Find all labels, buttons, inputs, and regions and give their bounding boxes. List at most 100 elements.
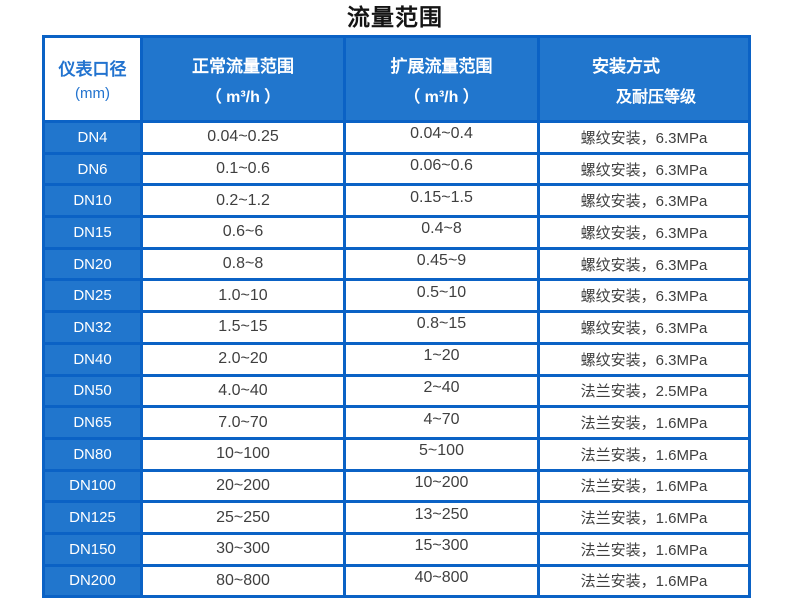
install-cell: 螺纹安装，6.3MPa [537,183,751,219]
extended-range-cell-value: 15~300 [414,537,469,555]
install-cell: 螺纹安装，6.3MPa [537,310,751,345]
table-row: DN100 20~200 10~200 法兰安装，1.6MPa [42,468,751,504]
table-body: DN4 0.04~0.25 0.04~0.4 螺纹安装，6.3MPa DN6 0.1~0.… [42,120,751,599]
dn-cell: DN150 [42,531,143,567]
extended-range-cell-value: 0.5~10 [416,283,467,301]
extended-range-cell-value: 0.4~8 [421,220,462,238]
flow-range-table: 仪表口径 (mm) 正常流量范围 （ m³/h ） 扩展流量范围 （ m³/h … [42,35,751,599]
extended-range-cell: 0.15~1.5 [343,183,540,219]
normal-range-cell: 0.8~8 [140,246,346,282]
header-caliber-unit: (mm) [75,85,110,102]
table-row: DN65 7.0~70 4~70 法兰安装，1.6MPa [42,405,751,440]
normal-range-cell: 0.04~0.25 [140,120,346,155]
table-row: DN200 80~800 40~800 法兰安装，1.6MPa [42,563,751,599]
dn-cell: DN15 [42,215,143,250]
install-cell: 法兰安装，1.6MPa [537,468,751,504]
normal-range-cell: 4.0~40 [140,373,346,409]
extended-range-cell-value: 1~20 [423,347,460,365]
header-extended-range-unit: （ m³/h ） [404,88,479,106]
extended-range-cell: 0.5~10 [343,278,540,314]
header-extended-range-label: 扩展流量范围 [390,56,493,76]
normal-range-cell: 7.0~70 [140,405,346,440]
extended-range-cell-value: 0.04~0.4 [410,125,473,143]
page-title: 流量范围 [347,4,443,30]
extended-range-cell: 4~70 [343,405,540,440]
table-row: DN150 30~300 15~300 法兰安装，1.6MPa [42,531,751,567]
extended-range-cell: 10~200 [343,468,540,504]
dn-cell: DN200 [42,563,143,599]
header-install-label: 安装方式 [591,56,660,76]
extended-range-cell-value: 0.06~0.6 [410,157,473,175]
table-row: DN80 10~100 5~100 法兰安装，1.6MPa [42,436,751,472]
flow-range-table-container: 仪表口径 (mm) 正常流量范围 （ m³/h ） 扩展流量范围 （ m³/h … [42,35,751,599]
extended-range-cell: 15~300 [343,531,540,567]
extended-range-cell: 0.8~15 [343,310,540,345]
header-caliber: 仪表口径 (mm) [42,35,143,123]
extended-range-cell: 13~250 [343,500,540,535]
extended-range-cell-value: 5~100 [419,442,464,460]
install-cell: 螺纹安装，6.3MPa [537,215,751,250]
header-extended-range: 扩展流量范围 （ m³/h ） [343,35,540,123]
extended-range-cell-value: 10~200 [414,473,469,491]
dn-cell: DN80 [42,436,143,472]
header-normal-range: 正常流量范围 （ m³/h ） [140,35,346,123]
extended-range-cell-value: 13~250 [414,505,469,523]
table-row: DN50 4.0~40 2~40 法兰安装，2.5MPa [42,373,751,409]
normal-range-cell: 20~200 [140,468,346,504]
header-normal-range-unit: （ m³/h ） [205,88,281,106]
normal-range-cell: 0.2~1.2 [140,183,346,219]
header-install-rating-label: 及耐压等级 [615,88,696,106]
install-cell: 法兰安装，1.6MPa [537,563,751,599]
dn-cell: DN50 [42,373,143,409]
header-row: 仪表口径 (mm) 正常流量范围 （ m³/h ） 扩展流量范围 （ m³/h … [42,35,751,123]
install-cell: 法兰安装，1.6MPa [537,500,751,535]
install-cell: 法兰安装，1.6MPa [537,405,751,440]
extended-range-cell: 0.04~0.4 [343,120,540,155]
header-normal-range-label: 正常流量范围 [192,56,294,76]
table-row: DN6 0.1~0.6 0.06~0.6 螺纹安装，6.3MPa [42,151,751,187]
extended-range-cell: 0.06~0.6 [343,151,540,187]
normal-range-cell: 1.5~15 [140,310,346,345]
normal-range-cell: 25~250 [140,500,346,535]
dn-cell: DN6 [42,151,143,187]
table-row: DN40 2.0~20 1~20 螺纹安装，6.3MPa [42,341,751,377]
table-row: DN125 25~250 13~250 法兰安装，1.6MPa [42,500,751,535]
extended-range-cell: 5~100 [343,436,540,472]
header-caliber-label: 仪表口径 [58,60,127,79]
dn-cell: DN25 [42,278,143,314]
dn-cell: DN100 [42,468,143,504]
header-install: 安装方式 及耐压等级 [537,35,751,123]
table-row: DN15 0.6~6 0.4~8 螺纹安装，6.3MPa [42,215,751,250]
normal-range-cell: 30~300 [140,531,346,567]
normal-range-cell: 80~800 [140,563,346,599]
extended-range-cell: 2~40 [343,373,540,409]
extended-range-cell-value: 0.15~1.5 [410,188,473,206]
normal-range-cell: 10~100 [140,436,346,472]
install-cell: 螺纹安装，6.3MPa [537,341,751,377]
install-cell: 螺纹安装，6.3MPa [537,151,751,187]
dn-cell: DN125 [42,500,143,535]
dn-cell: DN32 [42,310,143,345]
normal-range-cell: 2.0~20 [140,341,346,377]
normal-range-cell: 0.1~0.6 [140,151,346,187]
extended-range-cell-value: 40~800 [414,568,469,586]
extended-range-cell: 0.45~9 [343,246,540,282]
table-row: DN32 1.5~15 0.8~15 螺纹安装，6.3MPa [42,310,751,345]
install-cell: 螺纹安装，6.3MPa [537,278,751,314]
extended-range-cell-value: 4~70 [423,410,460,428]
install-cell: 法兰安装，1.6MPa [537,531,751,567]
extended-range-cell: 1~20 [343,341,540,377]
dn-cell: DN10 [42,183,143,219]
table-row: DN25 1.0~10 0.5~10 螺纹安装，6.3MPa [42,278,751,314]
dn-cell: DN4 [42,120,143,155]
dn-cell: DN40 [42,341,143,377]
extended-range-cell-value: 0.45~9 [416,252,467,270]
normal-range-cell: 0.6~6 [140,215,346,250]
install-cell: 螺纹安装，6.3MPa [537,120,751,155]
extended-range-cell-value: 2~40 [423,378,460,396]
install-cell: 螺纹安装，6.3MPa [537,246,751,282]
install-cell: 法兰安装，1.6MPa [537,436,751,472]
table-row: DN4 0.04~0.25 0.04~0.4 螺纹安装，6.3MPa [42,120,751,155]
install-cell: 法兰安装，2.5MPa [537,373,751,409]
dn-cell: DN65 [42,405,143,440]
